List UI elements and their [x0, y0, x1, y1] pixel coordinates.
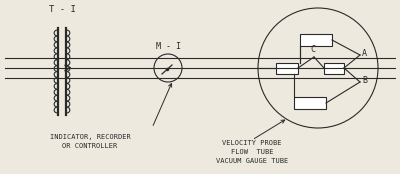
Bar	[276, 62, 298, 73]
Text: T - I: T - I	[48, 5, 76, 14]
Text: M - I: M - I	[156, 42, 180, 51]
Bar	[324, 62, 344, 73]
Bar	[294, 97, 326, 109]
Text: VELOCITY PROBE
FLOW  TUBE
VACUUM GAUGE TUBE: VELOCITY PROBE FLOW TUBE VACUUM GAUGE TU…	[216, 140, 288, 164]
Text: C: C	[310, 45, 316, 54]
Text: A: A	[362, 49, 367, 58]
Circle shape	[154, 54, 182, 82]
Bar	[300, 34, 332, 46]
Text: INDICATOR, RECORDER
OR CONTROLLER: INDICATOR, RECORDER OR CONTROLLER	[50, 134, 130, 149]
Circle shape	[258, 8, 378, 128]
Text: B: B	[362, 76, 367, 85]
